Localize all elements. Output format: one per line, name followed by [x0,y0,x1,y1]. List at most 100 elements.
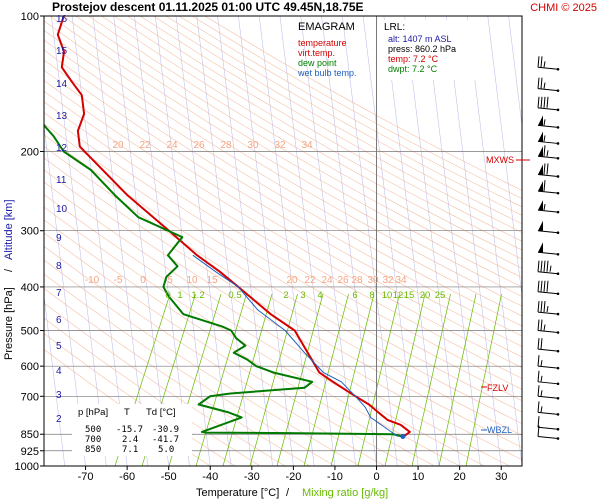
wind-barb [537,291,559,295]
mixing-ratio-line [303,293,349,466]
summary-table: p [hPa] T Td [°C] 500 -15.7 -30.9 700 2.… [72,404,192,456]
wind-barb-half [540,406,543,413]
mixing-ratio-label: 8 [369,290,374,301]
adiabat-label: 30 [367,275,379,286]
wind-barb-dot [556,396,560,400]
isotherm-line [508,16,522,128]
lrl-temp: temp: 7.2 °C [388,54,439,64]
isotherm-line [258,16,315,466]
dry-adiabat-line [49,16,522,297]
wind-barb-dot [556,175,560,178]
table-cell: 500 [85,425,101,435]
mxws-label: MXWS [486,155,514,165]
wind-barb-feather [540,77,543,89]
series-line-wet-bulb-temp- [192,254,399,437]
mixing-ratio-line [357,293,400,466]
wind-barb [537,395,559,399]
dry-adiabat-line [44,20,522,307]
wind-barb-half [546,150,549,157]
y-tick-label: 500 [21,326,39,338]
wind-barb [537,365,559,369]
dry-adiabat-line [75,16,522,278]
y-tick-label: 200 [21,146,39,158]
x-axis-label: Temperature [°C] [196,487,279,499]
altitude-label: 9 [56,233,62,244]
x-tick-label: -10 [327,471,343,483]
isotherm-line [383,16,440,466]
mixing-ratio-line [249,293,298,466]
table-cell: -15.7 [116,425,143,435]
wind-barb-dot [556,382,560,386]
table-cell: -41.7 [152,435,179,445]
wind-barb-dot [556,67,560,71]
wind-barb-dot [556,312,560,316]
wind-barb-feather [543,180,546,192]
altitude-label: 3 [56,390,62,401]
wind-barb-feather [543,260,546,272]
wind-barb [537,271,559,275]
y-axis-sep: / [3,268,15,272]
wind-barb-feather [543,280,546,292]
adiabat-label: 28 [351,275,363,286]
dry-adiabat-line [44,101,522,390]
wind-barb [537,173,559,177]
fzlv-label: FZLV [487,383,508,393]
isotherm-line [362,16,419,466]
wind-barb-feather [543,96,546,108]
isotherm-line [321,16,377,466]
altitude-label: 7 [56,288,62,299]
wind-barb-flag [538,146,543,157]
lrl-press: press: 860.2 hPa [388,44,456,54]
wind-barb-feather [537,416,540,428]
isotherm-line [155,16,211,466]
wind-barb-feather [537,370,540,382]
series-layer [44,16,411,440]
mixing-ratio-line [465,293,502,466]
adiabat-label: 34 [301,140,313,151]
table-cell: 5.0 [158,445,174,455]
legend-title: EMAGRAM [298,21,355,33]
x-tick-label: -50 [161,471,177,483]
mixing-ratio-line [330,293,375,466]
wind-barb-feather [540,301,543,313]
table-header-td: Td [°C] [146,407,176,418]
y-tick-label: 1000 [15,461,39,473]
mixing-ratio-label: 3 [300,290,305,301]
mixing-ratio-label: 12 [393,290,404,301]
wind-barb-dot [556,272,560,275]
wind-barb-dot [556,156,560,160]
legend-virt-temp: virt.temp. [298,48,335,58]
wind-barb [537,381,559,385]
plot-frame [43,15,523,467]
wind-barb-dot [556,108,560,112]
wind-barb-dot [556,210,560,214]
x-tick-label: 20 [454,471,466,483]
adiabat-label: 24 [166,140,178,151]
adiabat-label: 32 [274,140,286,151]
adiabat-label: 22 [139,140,151,151]
dry-adiabat-line [44,80,522,368]
wind-barb-dot [556,427,560,431]
wind-barb-flag [538,181,543,192]
mixing-ratio-label: 20 [420,290,431,301]
y-tick-label: 700 [21,391,39,403]
chart-title: Prostejov descent 01.11.2025 01:00 UTC 4… [52,0,364,14]
wind-barb [537,230,559,234]
wind-barb-dot [556,231,560,235]
dry-adiabat-line [44,123,522,413]
table-header-t: T [124,407,130,418]
isotherm-line [445,16,502,466]
isotherm-line [238,16,294,466]
wind-barb [537,436,559,440]
adiabat-label: 34 [395,275,407,286]
x-axis-label-2: Mixing ratio [g/kg] [302,487,388,499]
wind-barb-dot [556,89,560,92]
y-tick-label: 300 [21,226,39,238]
dry-adiabat-line [114,16,522,251]
altitude-label: 5 [56,341,62,352]
table-cell: 7.1 [122,445,138,455]
wind-barb-feather [540,338,543,350]
isotherm-line [175,16,232,466]
mixing-ratio-label: 6 [352,290,357,301]
wind-barb [537,155,559,159]
